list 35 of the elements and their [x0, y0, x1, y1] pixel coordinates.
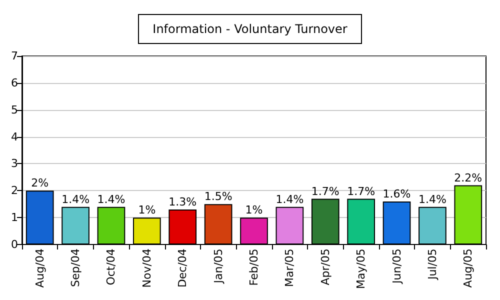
x-tick-label: Feb/05	[248, 248, 260, 286]
x-tick-label: Dec/04	[176, 248, 190, 288]
x-tick-label: Apr/05	[318, 248, 332, 286]
x-tick-label: Jul/05	[426, 248, 439, 281]
data-label: 1.4%	[62, 192, 90, 206]
x-tick-label: Mar/05	[283, 248, 296, 288]
data-label: 1%	[138, 204, 156, 217]
x-tick-label: Sep/04	[69, 248, 82, 287]
data-label: 1.6%	[382, 187, 411, 200]
data-label: 1%	[245, 204, 263, 217]
data-label: 1.4%	[418, 192, 446, 206]
x-tick-label: Jun/05	[390, 248, 404, 284]
data-label: 2.2%	[454, 171, 482, 184]
x-tick-label: Jan/05	[212, 248, 225, 284]
y-tick-label: 0	[11, 238, 18, 252]
x-tick-label: Oct/04	[104, 248, 118, 286]
y-tick-label: 7	[11, 50, 18, 62]
chart-title: Information - Voluntary Turnover	[152, 22, 348, 36]
y-tick-label: 2	[11, 184, 18, 198]
data-label: 1.4%	[276, 192, 304, 206]
data-label: 1.7%	[347, 184, 376, 198]
y-tick-label: 1	[11, 211, 18, 224]
y-tick-label: 3	[11, 157, 18, 170]
data-label: 1.5%	[204, 190, 232, 204]
x-tick-label: Aug/04	[33, 248, 46, 288]
data-label: 1.7%	[311, 184, 340, 198]
x-tick-label: Aug/05	[462, 248, 475, 288]
data-label: 1.4%	[97, 192, 126, 206]
y-tick-label: 6	[11, 76, 18, 90]
x-tick-label: May/05	[354, 248, 368, 290]
data-label: 2%	[31, 176, 49, 190]
data-label: 1.3%	[168, 196, 197, 209]
y-tick-label: 4	[11, 130, 18, 144]
y-tick-label: 5	[11, 103, 18, 116]
x-tick-label: Nov/04	[140, 248, 154, 288]
